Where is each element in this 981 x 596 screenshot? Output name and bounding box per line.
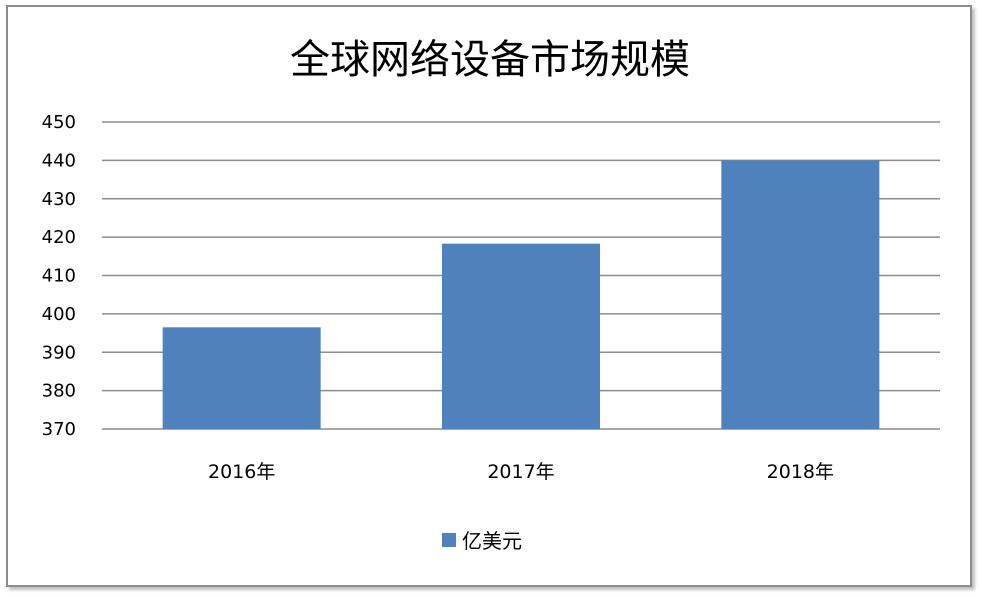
bars (162, 160, 880, 429)
y-tick-label: 430 (42, 189, 76, 210)
x-axis-ticks: 2016年 2017年 2018年 (208, 461, 834, 483)
y-tick-label: 410 (42, 266, 76, 287)
legend: 亿美元 (442, 529, 522, 553)
legend-swatch (442, 533, 456, 547)
x-tick-label: 2017年 (487, 461, 554, 483)
y-tick-label: 440 (42, 150, 76, 171)
x-tick-label: 2018年 (767, 461, 834, 483)
y-axis-ticks: 370 380 390 400 410 420 430 440 450 (42, 112, 76, 440)
bar-1 (162, 327, 321, 429)
y-tick-label: 420 (42, 227, 76, 248)
chart-title: 全球网络设备市场规模 (290, 37, 690, 83)
y-tick-label: 380 (42, 381, 76, 402)
y-tick-label: 400 (42, 304, 76, 325)
y-tick-label: 450 (42, 112, 76, 133)
y-tick-label: 390 (42, 342, 76, 363)
x-tick-label: 2016年 (208, 461, 275, 483)
bar-2 (442, 243, 600, 429)
y-tick-label: 370 (42, 419, 76, 440)
bar-3 (721, 160, 880, 429)
legend-label: 亿美元 (462, 529, 522, 553)
